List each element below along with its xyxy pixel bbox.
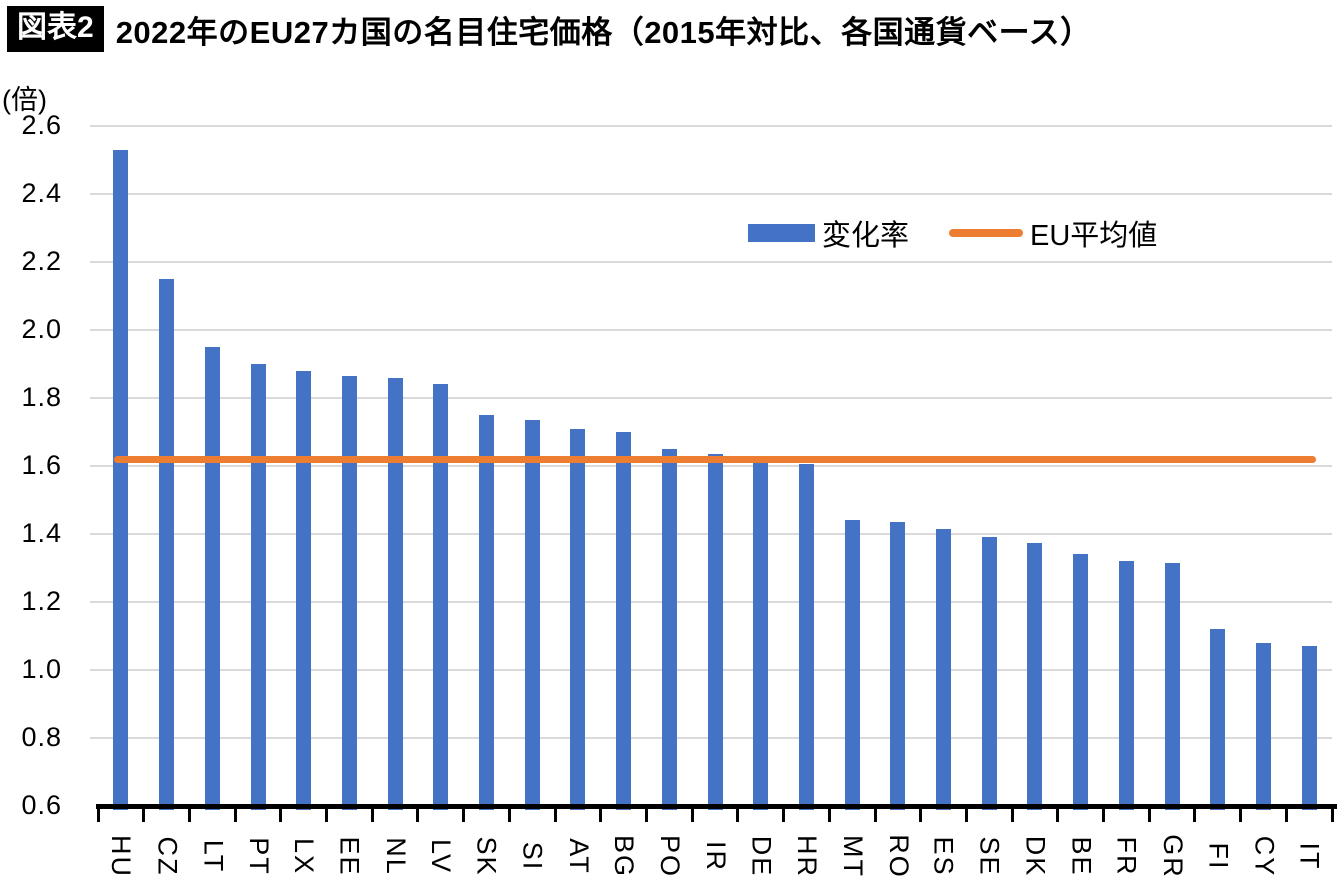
y-tick-label: 1.0 xyxy=(21,654,62,684)
bar xyxy=(524,420,540,810)
legend: 変化率 EU平均値 xyxy=(748,214,1158,252)
x-tick-label-text: IT xyxy=(1294,842,1325,870)
x-axis-tick xyxy=(1102,806,1105,822)
chart-header: 図表2 2022年のEU27カ国の名目住宅価格（2015年対比、各国通貨ベース） xyxy=(7,6,1092,52)
x-axis-tick xyxy=(553,806,557,822)
bar xyxy=(1073,554,1089,810)
bar xyxy=(661,449,677,810)
x-axis-tick xyxy=(919,806,923,822)
x-axis-tick xyxy=(1056,806,1060,822)
y-axis-unit-label: (倍) xyxy=(2,85,47,115)
y-tick-label: 1.8 xyxy=(21,382,62,412)
bar xyxy=(433,384,449,810)
bar xyxy=(753,462,769,810)
gridline xyxy=(90,397,1332,399)
legend-line-label: EU平均値 xyxy=(1030,220,1158,252)
legend-bar-swatch-icon xyxy=(748,224,815,242)
bar xyxy=(936,528,951,810)
bar xyxy=(1118,561,1134,810)
x-axis-tick xyxy=(233,806,237,822)
bar xyxy=(844,520,860,810)
y-tick-label: 1.6 xyxy=(21,450,62,480)
figure-badge: 図表2 xyxy=(7,6,104,52)
bar xyxy=(981,537,997,810)
bar xyxy=(1255,642,1271,810)
x-axis-tick xyxy=(416,806,420,822)
bar xyxy=(159,279,175,810)
legend-line-swatch-icon xyxy=(949,229,1024,237)
x-axis-tick xyxy=(279,806,283,822)
x-axis-tick xyxy=(873,806,877,822)
x-axis-tick xyxy=(187,806,191,822)
x-axis-tick xyxy=(507,806,511,822)
x-axis-tick xyxy=(1010,806,1014,822)
x-axis-tick xyxy=(599,806,603,822)
bar xyxy=(296,370,312,810)
bar xyxy=(1210,629,1226,810)
y-tick-label: 1.2 xyxy=(21,586,62,616)
bar xyxy=(570,428,586,810)
eu-average-line xyxy=(113,455,1317,463)
x-axis-tick xyxy=(1284,806,1288,822)
x-axis-tick xyxy=(1193,806,1197,822)
bar xyxy=(113,149,129,810)
bar xyxy=(250,364,266,810)
x-tick-label: IT xyxy=(1269,818,1340,894)
gridline xyxy=(90,193,1332,195)
bar xyxy=(616,432,632,810)
x-axis-tick xyxy=(827,806,831,822)
x-axis-tick xyxy=(964,806,968,822)
x-axis-line xyxy=(96,804,1337,809)
chart-title: 2022年のEU27カ国の名目住宅価格（2015年対比、各国通貨ベース） xyxy=(115,14,1092,50)
bar xyxy=(1027,542,1043,810)
bar xyxy=(479,415,494,810)
x-axis-tick xyxy=(644,806,648,822)
x-axis-tick xyxy=(736,806,740,822)
bar xyxy=(707,454,723,810)
bar xyxy=(1164,562,1180,810)
x-axis-tick xyxy=(1147,806,1151,822)
bar xyxy=(341,375,357,810)
x-axis-tick xyxy=(325,806,328,822)
x-axis-tick xyxy=(782,806,786,822)
bar xyxy=(387,377,403,810)
y-tick-label: 2.4 xyxy=(21,178,62,208)
x-axis-tick xyxy=(1239,806,1243,822)
x-axis-tick xyxy=(690,806,694,822)
y-tick-label: 2.2 xyxy=(21,246,62,276)
x-axis-tick xyxy=(96,806,100,822)
x-axis-tick xyxy=(1330,806,1334,822)
x-axis-tick xyxy=(370,806,374,822)
bar xyxy=(204,347,220,810)
y-tick-label: 0.6 xyxy=(21,790,62,820)
gridline xyxy=(90,261,1332,263)
bar xyxy=(1301,646,1317,810)
y-tick-label: 1.4 xyxy=(21,518,62,548)
y-tick-label: 2.6 xyxy=(21,110,62,140)
x-axis-tick xyxy=(142,806,146,822)
legend-bar-label: 変化率 xyxy=(822,220,910,252)
bar xyxy=(798,464,814,810)
y-tick-label: 2.0 xyxy=(21,314,62,344)
x-axis-tick xyxy=(462,806,466,822)
y-tick-label: 0.8 xyxy=(21,722,62,752)
gridline xyxy=(90,125,1332,127)
gridline xyxy=(90,329,1332,331)
bar xyxy=(890,522,906,810)
